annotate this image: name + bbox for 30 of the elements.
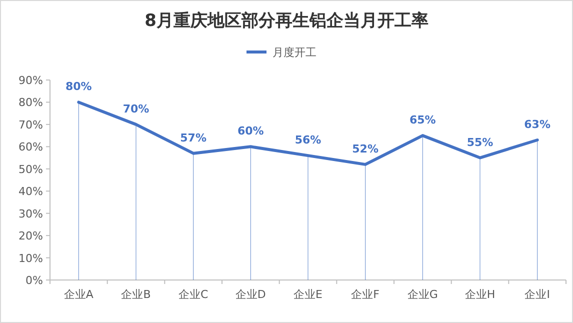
x-tick-label: 企业I	[524, 288, 550, 301]
chart-title: 8月重庆地区部分再生铝企当月开工率	[144, 11, 428, 31]
data-label: 55%	[466, 136, 494, 149]
y-tick-label: 0%	[26, 274, 43, 287]
y-tick-label: 50%	[18, 162, 43, 176]
data-label: 65%	[409, 114, 436, 127]
y-tick-label: 40%	[18, 185, 43, 198]
x-tick-label: 企业E	[294, 288, 323, 301]
x-tick-label: 企业D	[235, 288, 266, 301]
legend-label: 月度开工	[272, 46, 316, 59]
x-tick-label: 企业F	[351, 288, 380, 301]
y-tick-label: 20%	[18, 230, 43, 243]
y-tick-label: 10%	[18, 252, 43, 265]
x-tick-label: 企业G	[407, 288, 438, 301]
x-tick-label: 企业H	[464, 288, 496, 301]
x-tick-label: 企业B	[121, 288, 151, 301]
y-tick-label: 60%	[18, 140, 43, 154]
data-label: 80%	[65, 80, 92, 94]
x-tick-label: 企业A	[64, 288, 94, 301]
data-label: 63%	[524, 118, 551, 131]
data-label: 60%	[237, 124, 264, 138]
y-tick-label: 30%	[18, 207, 43, 220]
x-tick-label: 企业C	[178, 288, 208, 301]
y-tick-label: 70%	[18, 118, 43, 132]
y-tick-label: 80%	[18, 96, 43, 110]
data-label: 70%	[122, 102, 150, 116]
data-label: 52%	[352, 142, 379, 156]
data-label: 56%	[294, 134, 322, 147]
data-label: 57%	[180, 131, 207, 144]
y-tick-label: 90%	[18, 74, 43, 87]
